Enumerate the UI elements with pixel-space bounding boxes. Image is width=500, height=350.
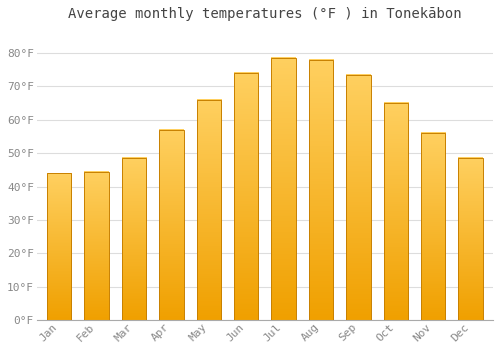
Bar	[421, 133, 446, 320]
Bar	[122, 158, 146, 320]
Bar	[384, 103, 408, 320]
Bar	[196, 100, 221, 320]
Bar	[272, 58, 295, 320]
Bar	[458, 158, 483, 320]
Bar	[346, 75, 370, 320]
Bar	[234, 73, 258, 320]
Bar	[159, 130, 184, 320]
Bar	[309, 60, 333, 320]
Bar	[47, 173, 72, 320]
Title: Average monthly temperatures (°F ) in Tonekābon: Average monthly temperatures (°F ) in To…	[68, 7, 462, 21]
Bar	[84, 172, 108, 320]
